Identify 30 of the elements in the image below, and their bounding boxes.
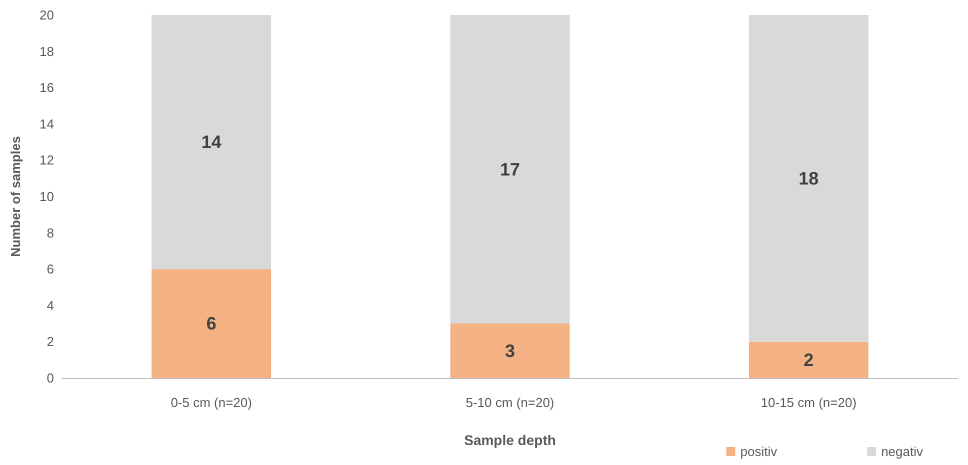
bar <box>748 342 868 378</box>
legend-label: negativ <box>881 444 924 459</box>
y-tick-label: 10 <box>40 189 54 204</box>
legend-label: positiv <box>740 444 778 459</box>
y-axis-title: Number of samples <box>8 136 23 257</box>
data-label: 6 <box>206 314 216 334</box>
y-tick-label: 2 <box>46 334 54 350</box>
bar <box>748 15 868 342</box>
bar <box>450 324 570 378</box>
data-label: 18 <box>798 168 819 188</box>
y-tick-label: 4 <box>46 298 54 313</box>
bar <box>450 15 570 324</box>
data-label: 2 <box>804 350 814 370</box>
data-label: 3 <box>504 340 516 361</box>
y-tick-label: 0 <box>46 370 54 386</box>
y-tick-label: 12 <box>40 152 54 168</box>
x-tick-label: 10-15 cm (n=20) <box>760 395 857 410</box>
y-tick-label: 14 <box>40 116 54 132</box>
data-label: 17 <box>500 159 520 180</box>
y-tick-label: 6 <box>46 262 54 277</box>
y-tick-label: 20 <box>40 8 54 22</box>
y-tick-label: 8 <box>46 225 54 240</box>
bar <box>152 15 272 270</box>
y-tick-label: 18 <box>40 44 54 59</box>
x-axis-title: Sample depth <box>464 432 556 448</box>
data-label: 14 <box>201 132 222 152</box>
x-tick-label: 0-5 cm (n=20) <box>170 395 252 410</box>
x-tick-label: 5-10 cm (n=20) <box>466 395 554 410</box>
y-tick-label: 16 <box>40 80 54 96</box>
bar <box>152 269 272 378</box>
